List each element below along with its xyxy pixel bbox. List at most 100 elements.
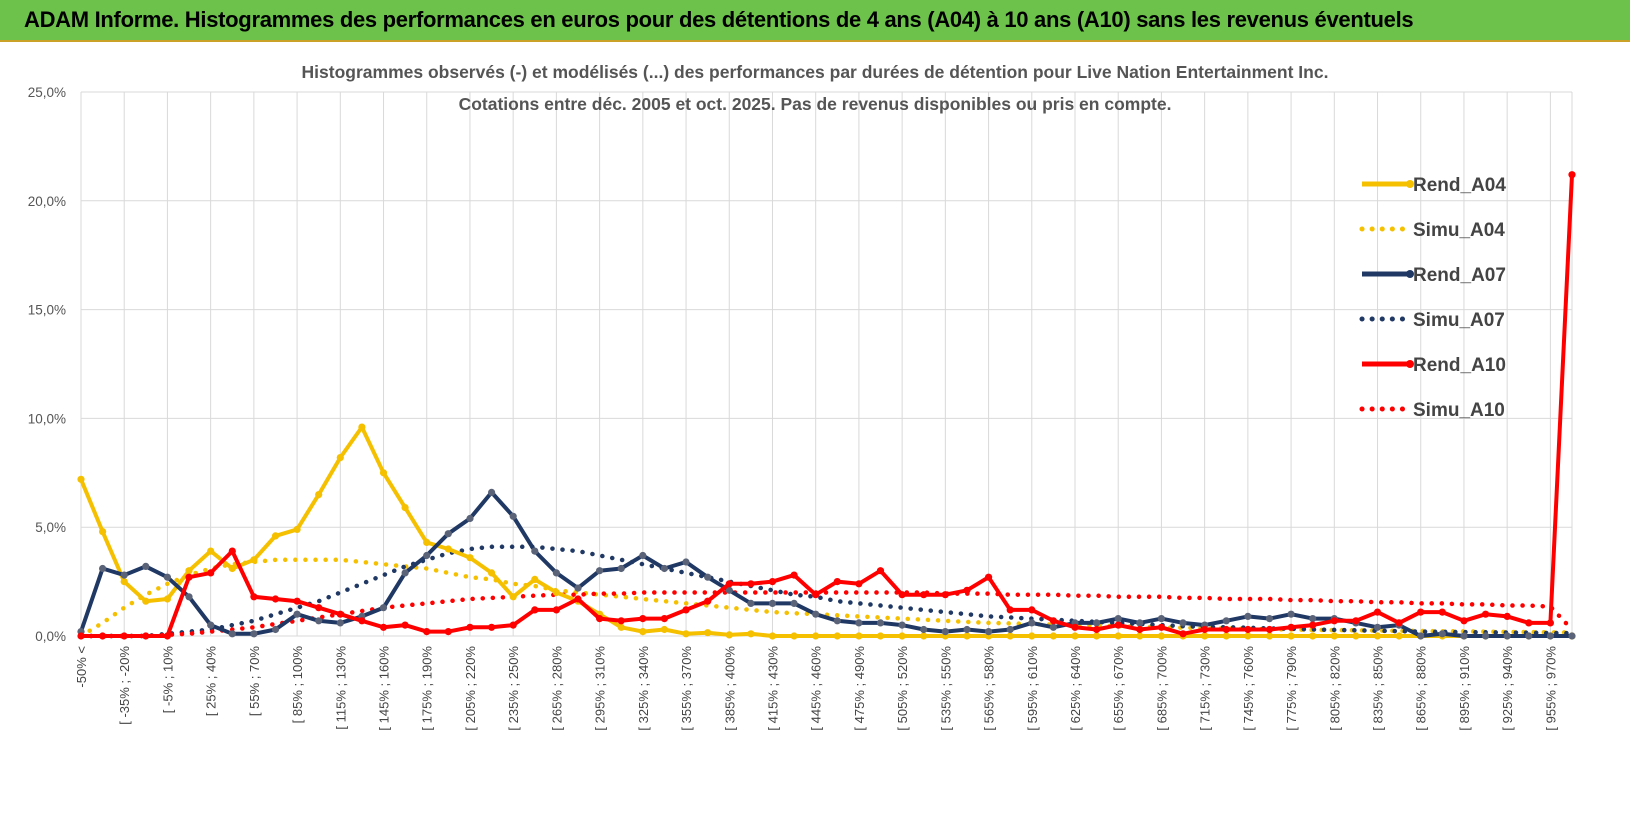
legend-item-Simu_A04: Simu_A04 [1359,220,1505,241]
x-tick-label: [ 475% ; 490% [852,646,867,731]
y-tick-label: 15,0% [28,303,66,318]
data-point-Rend_A10 [207,569,215,577]
data-point-Rend_A10 [833,578,841,586]
data-point-Rend_A04 [963,632,971,640]
data-point-Rend_A10 [1201,625,1209,634]
data-point-Rend_A07 [207,621,215,629]
data-point-Rend_A04 [531,575,539,584]
data-point-Rend_A10 [228,547,236,555]
legend-item-Rend_A07: Rend_A07 [1362,265,1506,286]
data-point-Rend_A10 [1028,606,1036,614]
data-point-Rend_A10 [1373,608,1382,616]
data-point-Rend_A10 [660,615,669,623]
data-point-Rend_A07 [941,628,949,636]
data-point-Rend_A10 [941,591,949,599]
data-point-Rend_A07 [574,584,582,592]
data-point-Rend_A07 [985,628,993,636]
data-point-Rend_A07 [660,564,669,573]
data-point-Rend_A07 [1568,632,1576,640]
data-point-Rend_A04 [660,625,669,634]
data-point-Rend_A10 [552,606,561,614]
data-point-Rend_A10 [876,567,885,575]
data-point-Rend_A10 [963,586,971,594]
data-point-Rend_A10 [358,617,366,625]
data-point-Rend_A07 [120,571,128,579]
series-line-Simu_A07 [78,544,1575,639]
data-point-Rend_A04 [1309,632,1317,640]
data-point-Rend_A04 [444,545,452,553]
data-point-Rend_A07 [423,551,431,560]
x-tick-label: [ 175% ; 190% [420,646,435,731]
series-layer [77,171,1576,640]
data-point-Rend_A10 [747,580,755,588]
data-point-Rend_A04 [1093,632,1101,640]
x-tick-label: [ 895% ; 910% [1457,646,1472,731]
data-point-Rend_A07 [1265,615,1274,623]
x-tick-label: [ 805% ; 820% [1327,646,1342,731]
data-point-Rend_A10 [639,615,647,623]
data-point-Rend_A04 [271,532,280,540]
data-point-Rend_A07 [1006,625,1014,634]
data-point-Rend_A10 [682,606,690,614]
data-point-Rend_A10 [812,591,820,599]
data-point-Rend_A07 [1417,632,1425,640]
data-point-Rend_A07 [1503,632,1511,640]
chart-subtitle-line2: Cotations entre déc. 2005 et oct. 2025. … [459,94,1172,114]
data-point-Rend_A10 [1287,623,1295,631]
data-point-Rend_A07 [682,558,690,566]
x-tick-label: [ 295% ; 310% [593,646,608,731]
data-point-Rend_A07 [1287,610,1295,618]
data-point-Rend_A10 [704,597,712,605]
data-point-Rend_A04 [315,491,323,499]
data-point-Rend_A04 [509,593,517,601]
data-point-Rend_A04 [466,554,474,562]
legend-label: Simu_A10 [1413,400,1505,421]
data-point-Rend_A10 [163,632,171,640]
data-point-Rend_A07 [1222,617,1230,625]
data-point-Rend_A10 [1244,625,1252,634]
x-tick-label: -50% < [74,646,89,688]
series-Simu_A10 [78,590,1575,639]
data-point-Rend_A10 [444,628,452,636]
data-point-Rend_A10 [1330,617,1338,625]
data-point-Rend_A07 [704,573,712,581]
data-point-Rend_A10 [596,615,604,623]
x-tick-label: [ 745% ; 760% [1241,646,1256,731]
x-tick-label: [ 595% ; 610% [1025,646,1040,731]
data-point-Rend_A10 [1179,630,1187,638]
data-point-Rend_A04 [704,629,712,637]
data-point-Rend_A07 [1093,619,1101,627]
data-point-Rend_A07 [1136,619,1144,627]
data-point-Rend_A04 [1287,632,1295,640]
data-point-Rend_A10 [1157,623,1165,631]
data-point-Rend_A07 [531,547,539,555]
data-point-Rend_A07 [1179,619,1187,627]
data-point-Rend_A10 [531,606,539,614]
data-point-Rend_A04 [99,528,107,536]
legend-label: Rend_A10 [1413,355,1506,376]
data-point-Rend_A10 [423,628,431,636]
data-point-Rend_A10 [1309,621,1317,629]
data-point-Rend_A04 [855,632,863,640]
data-point-Rend_A04 [163,595,171,603]
data-point-Rend_A07 [466,514,474,523]
data-point-Rend_A10 [1460,617,1468,625]
x-tick-label: [ 415% ; 430% [765,646,780,731]
data-point-Rend_A04 [379,469,388,477]
x-tick-label: [ 145% ; 160% [377,646,392,731]
data-point-Rend_A04 [185,567,193,575]
legend-label: Simu_A04 [1413,220,1505,241]
legend-item-Simu_A07: Simu_A07 [1359,310,1505,331]
data-point-Rend_A10 [855,580,863,588]
data-point-Rend_A07 [639,551,647,560]
report-title: ADAM Informe. Histogrammes des performan… [24,7,1414,32]
data-point-Rend_A10 [1222,625,1230,634]
data-point-Rend_A07 [1482,632,1490,640]
data-point-Rend_A10 [142,632,150,640]
data-point-Rend_A10 [185,573,193,581]
data-point-Rend_A04 [1006,632,1014,640]
data-point-Rend_A07 [1028,619,1036,627]
data-point-Rend_A04 [1395,632,1403,640]
data-point-Rend_A10 [271,595,280,603]
data-point-Rend_A10 [1352,617,1360,625]
